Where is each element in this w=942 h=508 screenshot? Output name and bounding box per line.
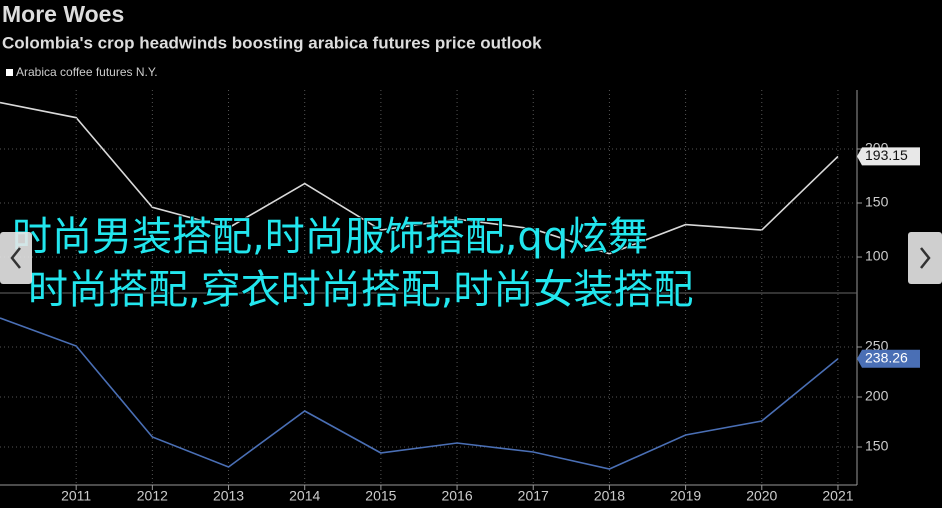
x-tick-label: 2017 [518,488,549,504]
plot-area: 100 150 200 193.15 Arabica coffee futures N.… [0,65,920,504]
overlay-text: 时尚男装搭配,时尚服饰搭配,qq炫舞 [12,214,648,260]
y-tick-label: 150 [865,194,889,210]
x-tick-label: 2020 [746,488,777,504]
legend-label: Arabica coffee futures N.Y. [16,65,158,79]
value-label: 238.26 [865,349,908,365]
y-tick-label: 150 [865,438,889,454]
x-tick-label: 2018 [594,488,625,504]
next-button[interactable] [908,232,942,284]
x-tick-label: 2015 [365,488,396,504]
y-tick-label: 250 [865,338,889,354]
data-line [0,317,839,470]
x-tick-label: 2021 [822,488,853,504]
data-line [0,101,839,255]
value-tag [857,147,920,166]
prev-button[interactable] [0,232,32,284]
y-tick-label: 100 [865,248,889,264]
chart-subtitle: Colombia's crop headwinds boosting arabi… [2,33,542,52]
overlay-text: 时尚搭配,穿衣时尚搭配,时尚女装搭配 [28,267,693,313]
x-tick-label: 2011 [61,488,91,504]
value-tag [857,349,920,368]
x-tick-label: 2014 [289,488,320,504]
chart-title: More Woes [2,1,124,27]
x-tick-label: 2016 [441,488,472,504]
x-tick-label: 2012 [137,488,168,504]
y-tick-label: 200 [865,388,889,404]
x-tick-label: 2013 [213,488,244,504]
x-tick-label: 2019 [670,488,701,504]
legend-swatch [6,69,13,76]
value-label: 193.15 [865,147,908,163]
